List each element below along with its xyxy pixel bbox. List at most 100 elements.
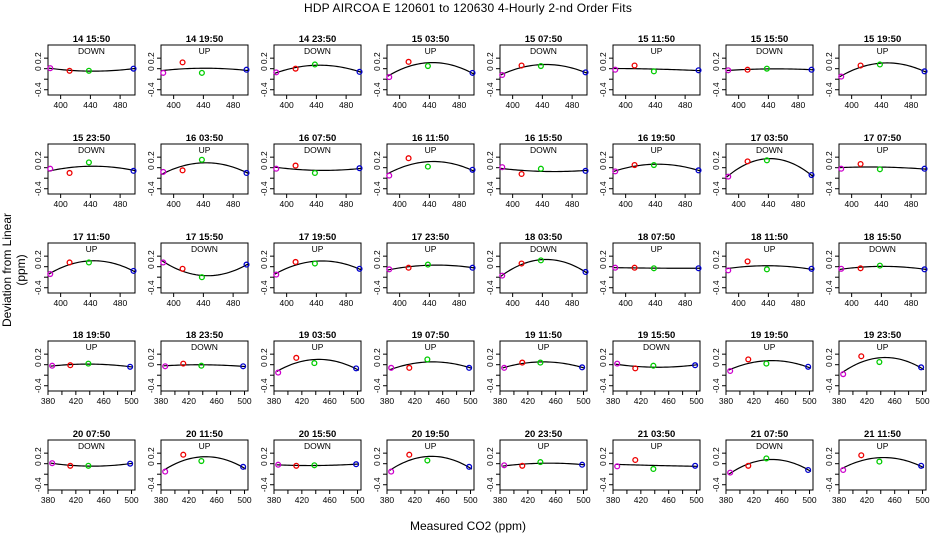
x-tick-label: 400 xyxy=(506,298,520,308)
fit-curve xyxy=(163,456,247,471)
standard-point xyxy=(405,58,412,65)
standard-point xyxy=(162,363,169,370)
y-tick-label: 0.2 xyxy=(485,151,495,163)
standard-point xyxy=(67,462,74,469)
y-tick-label: -0.4 xyxy=(824,82,834,97)
standard-point xyxy=(650,362,657,369)
standard-point xyxy=(582,268,589,275)
y-tick-label: 0.2 xyxy=(485,348,495,360)
panel-title: 19 15:50 xyxy=(638,330,676,341)
x-tick-label: 440 xyxy=(874,100,888,110)
panel-direction: DOWN xyxy=(530,46,557,56)
fit-curve xyxy=(613,163,701,172)
x-tick-label: 400 xyxy=(54,199,68,209)
y-tick-label: 0 xyxy=(259,362,269,367)
standard-point xyxy=(582,167,589,174)
standard-point xyxy=(876,458,883,465)
panel-title: 15 23:50 xyxy=(73,133,111,144)
x-tick-label: 440 xyxy=(874,298,888,308)
y-tick-label: -0.4 xyxy=(824,477,834,492)
y-tick-label: 0 xyxy=(33,264,43,269)
panel-frame xyxy=(386,340,475,392)
x-tick-label: 480 xyxy=(226,100,240,110)
y-tick-label: 0 xyxy=(33,461,43,466)
panel-direction: DOWN xyxy=(756,441,783,451)
x-tick-label: 440 xyxy=(422,199,436,209)
standard-point xyxy=(356,265,363,272)
standard-point xyxy=(695,167,702,174)
y-tick-label: 0 xyxy=(711,264,721,269)
standard-point xyxy=(85,259,92,266)
y-tick-label: 0 xyxy=(33,165,43,170)
x-tick-label: 460 xyxy=(662,495,676,505)
panel-title: 17 11:50 xyxy=(73,232,110,243)
standard-point xyxy=(160,69,167,76)
y-tick-label: -0.4 xyxy=(485,280,495,295)
panel-title: 17 19:50 xyxy=(299,232,337,243)
standard-point xyxy=(47,165,54,172)
panel-frame xyxy=(612,340,701,392)
y-tick-label: 0.2 xyxy=(711,447,721,459)
y-tick-label: 0.2 xyxy=(824,447,834,459)
x-tick-label: 480 xyxy=(791,298,805,308)
panel-frame xyxy=(47,242,136,294)
x-tick-label: 480 xyxy=(678,298,692,308)
standard-point xyxy=(537,257,544,264)
x-tick-label: 380 xyxy=(606,396,620,406)
standard-point xyxy=(763,266,770,273)
panel-title: 20 15:50 xyxy=(299,429,337,440)
x-tick-label: 380 xyxy=(719,396,733,406)
y-tick-label: -0.4 xyxy=(485,181,495,196)
standard-point xyxy=(85,360,92,367)
standard-point xyxy=(692,462,699,469)
x-tick-label: 420 xyxy=(295,495,309,505)
standard-point xyxy=(725,67,732,74)
panel-title: 14 15:50 xyxy=(73,34,111,45)
panel-title: 16 19:50 xyxy=(638,133,676,144)
fit-curve xyxy=(502,361,586,369)
standard-point xyxy=(808,66,815,73)
panel-frame xyxy=(725,242,814,294)
y-tick-label: 0.2 xyxy=(711,151,721,163)
y-tick-label: 0.2 xyxy=(33,151,43,163)
x-tick-label: 400 xyxy=(845,100,859,110)
standard-point xyxy=(311,260,318,267)
panel-frame xyxy=(47,439,136,491)
x-tick-label: 460 xyxy=(549,495,563,505)
fit-curve xyxy=(161,260,249,277)
panel-title: 16 15:50 xyxy=(525,133,563,144)
standard-point xyxy=(840,371,847,378)
panel-direction: DOWN xyxy=(78,441,105,451)
x-tick-label: 420 xyxy=(182,396,196,406)
x-tick-label: 500 xyxy=(463,495,477,505)
x-tick-label: 480 xyxy=(339,199,353,209)
standard-point xyxy=(858,353,865,360)
standard-point xyxy=(745,356,752,363)
standard-point xyxy=(273,165,280,172)
y-tick-label: 0 xyxy=(372,66,382,71)
standard-point xyxy=(921,165,928,172)
x-tick-label: 460 xyxy=(775,495,789,505)
panel-title: 20 11:50 xyxy=(186,429,223,440)
standard-point xyxy=(179,59,186,66)
y-tick-label: -0.4 xyxy=(598,477,608,492)
x-tick-label: 480 xyxy=(113,100,127,110)
x-tick-label: 440 xyxy=(196,100,210,110)
fit-curve xyxy=(387,61,475,77)
x-tick-label: 420 xyxy=(860,396,874,406)
panel-title: 18 07:50 xyxy=(638,232,676,243)
standard-point xyxy=(243,169,250,176)
x-tick-label: 480 xyxy=(113,298,127,308)
standard-point xyxy=(518,170,525,178)
panel-title: 16 07:50 xyxy=(299,133,337,144)
y-tick-label: -0.4 xyxy=(146,181,156,196)
y-tick-label: 0 xyxy=(259,264,269,269)
